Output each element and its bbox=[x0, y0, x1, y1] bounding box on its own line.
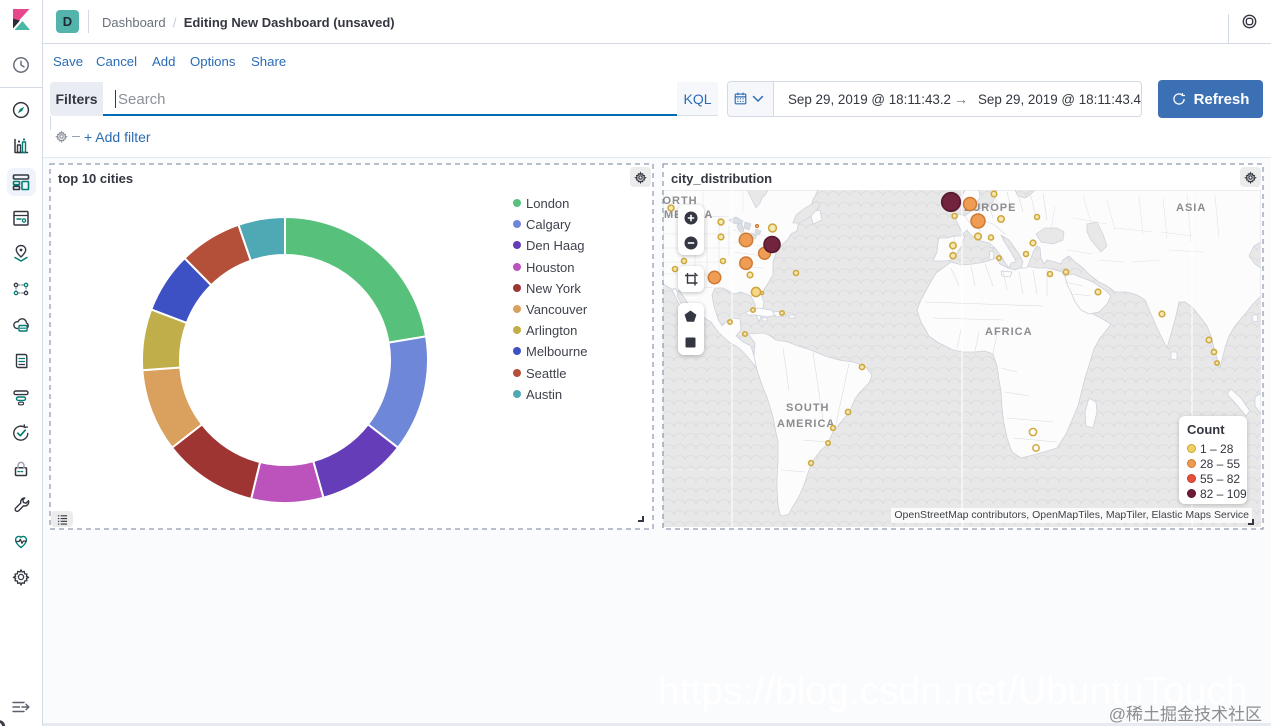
svg-text:SOUTH: SOUTH bbox=[786, 402, 830, 414]
svg-text:ASIA: ASIA bbox=[1176, 202, 1206, 214]
svg-text:AMERICA: AMERICA bbox=[777, 418, 835, 430]
svg-text:AFRICA: AFRICA bbox=[985, 326, 1033, 338]
